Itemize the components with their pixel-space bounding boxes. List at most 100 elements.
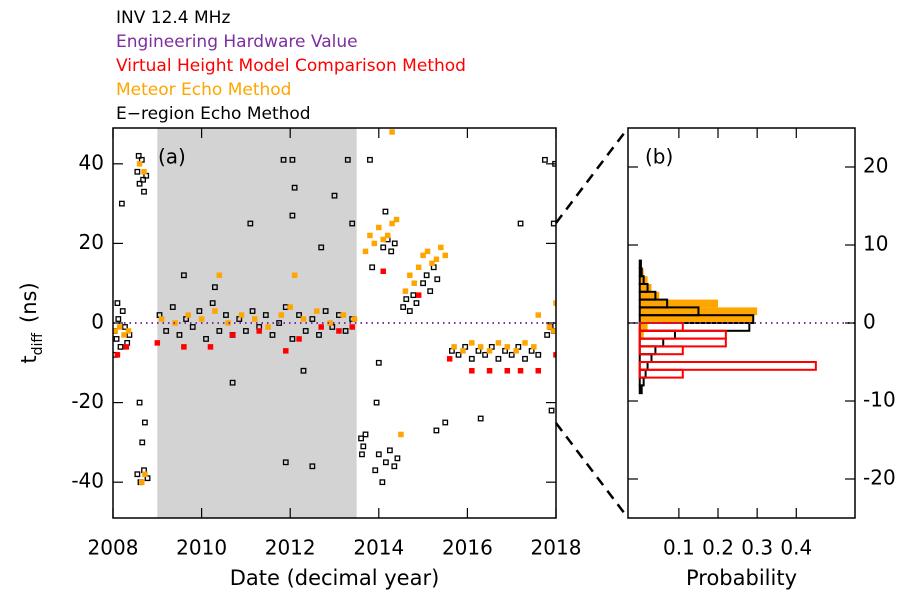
histogram-bar	[638, 361, 817, 371]
x-tick-label: 0.1	[663, 536, 695, 560]
data-point	[548, 407, 555, 414]
histogram-bar	[638, 384, 643, 395]
histogram-bar	[638, 329, 727, 340]
data-point	[460, 348, 466, 354]
data-point	[287, 304, 293, 310]
data-point	[176, 332, 183, 338]
data-point	[469, 368, 475, 374]
y-tick-label: -10	[863, 388, 896, 412]
histograms	[638, 259, 817, 395]
data-point	[252, 316, 258, 322]
data-point	[367, 232, 373, 239]
data-point	[517, 368, 524, 374]
x-tick-label: 2008	[88, 536, 139, 560]
legend-entry: E−region Echo Method	[116, 104, 311, 124]
data-point	[389, 220, 395, 227]
data-point	[318, 324, 324, 330]
data-point	[300, 316, 307, 322]
y-label-sub: diff	[30, 333, 46, 356]
data-point	[535, 312, 542, 318]
data-point	[380, 236, 386, 243]
data-point	[134, 471, 141, 478]
histogram-bar	[638, 329, 676, 340]
data-point	[117, 343, 124, 350]
data-point	[373, 399, 380, 406]
data-point	[116, 324, 123, 330]
data-point	[442, 252, 448, 259]
data-point	[398, 431, 404, 438]
data-point	[415, 264, 422, 271]
data-point	[388, 248, 395, 255]
histogram-bar	[638, 376, 645, 387]
histogram-bar	[638, 306, 700, 317]
data-point	[314, 308, 320, 314]
data-point	[542, 156, 548, 163]
histogram-bar	[638, 361, 649, 371]
data-point	[486, 348, 493, 354]
x-tick-label: 0.2	[702, 536, 734, 560]
data-point	[211, 284, 218, 291]
data-point	[486, 368, 493, 374]
data-point	[123, 344, 130, 350]
data-point	[427, 288, 434, 295]
data-point	[340, 312, 347, 318]
data-point	[451, 344, 457, 350]
histogram-bar	[639, 299, 719, 308]
data-point	[141, 188, 147, 195]
data-point	[113, 328, 118, 334]
data-point	[309, 463, 316, 470]
data-point	[196, 308, 203, 314]
y-tick-label: -40	[71, 469, 104, 493]
y-label-main: t	[17, 355, 41, 363]
data-point	[394, 455, 401, 462]
data-point	[477, 344, 484, 350]
x-tick-label: 2010	[176, 536, 227, 560]
histogram-bar	[639, 291, 660, 300]
data-point	[553, 352, 556, 358]
data-point	[415, 292, 422, 298]
data-point	[318, 244, 325, 251]
data-point	[336, 328, 342, 334]
data-point	[327, 320, 333, 326]
legend-title: INV 12.4 MHz	[116, 8, 230, 28]
data-point	[376, 224, 382, 231]
data-point	[322, 308, 329, 314]
x-tick-label: 0.4	[780, 536, 812, 560]
data-point	[393, 216, 400, 223]
histogram-bar	[638, 345, 684, 356]
data-point	[384, 232, 391, 239]
y-tick-label: -20	[71, 389, 104, 413]
data-point	[209, 300, 216, 307]
data-point	[522, 355, 528, 362]
data-point	[403, 296, 410, 303]
data-point	[349, 220, 356, 227]
data-point	[391, 240, 398, 247]
y-tick-label: 10	[863, 232, 888, 256]
data-point	[411, 280, 417, 286]
points	[113, 129, 556, 486]
data-point	[360, 443, 367, 450]
data-point	[351, 316, 358, 322]
data-point	[229, 332, 236, 338]
histogram-bar	[638, 337, 665, 348]
data-point	[118, 200, 125, 207]
histogram-bar	[639, 284, 652, 292]
data-point	[139, 439, 146, 446]
data-point	[379, 479, 386, 486]
data-point	[180, 272, 187, 279]
data-point	[289, 156, 296, 163]
data-point	[189, 324, 196, 330]
data-point	[141, 419, 148, 426]
data-point	[535, 368, 542, 374]
data-point	[203, 336, 209, 342]
data-point	[342, 328, 349, 334]
data-point	[121, 332, 127, 338]
data-point	[172, 320, 178, 326]
data-point	[382, 459, 389, 466]
histogram-bar	[639, 315, 754, 323]
data-point	[423, 272, 430, 279]
histogram-bar	[638, 337, 727, 348]
x-tick-label: 2012	[265, 536, 316, 560]
